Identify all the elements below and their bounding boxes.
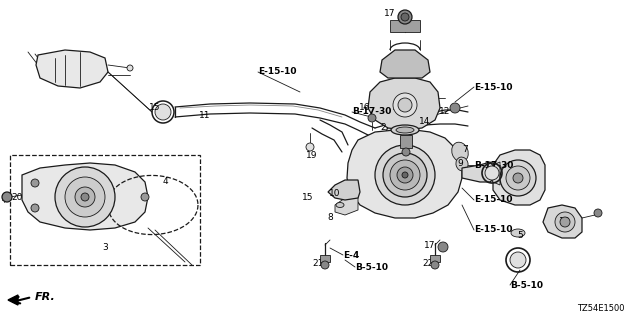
Text: 18: 18: [62, 180, 74, 189]
Circle shape: [65, 177, 105, 217]
Circle shape: [594, 209, 602, 217]
Circle shape: [306, 143, 314, 151]
Text: B-17-30: B-17-30: [352, 108, 392, 116]
Circle shape: [321, 261, 329, 269]
Circle shape: [402, 172, 408, 178]
Bar: [10, 155, 200, 265]
Text: 4: 4: [162, 178, 168, 187]
Polygon shape: [347, 130, 462, 218]
Text: E-4: E-4: [343, 251, 359, 260]
Circle shape: [31, 204, 39, 212]
Circle shape: [375, 145, 435, 205]
Ellipse shape: [511, 229, 525, 237]
Text: 12: 12: [439, 108, 451, 116]
Text: FR.: FR.: [35, 292, 56, 302]
Text: 17: 17: [424, 241, 436, 250]
Polygon shape: [368, 78, 440, 130]
Polygon shape: [328, 180, 360, 200]
Text: 8: 8: [327, 213, 333, 222]
Text: 3: 3: [102, 244, 108, 252]
Circle shape: [155, 104, 171, 120]
Text: B-5-10: B-5-10: [355, 262, 388, 271]
Polygon shape: [390, 20, 420, 32]
Ellipse shape: [391, 125, 419, 135]
Circle shape: [500, 160, 536, 196]
Text: 19: 19: [307, 150, 317, 159]
Text: 21: 21: [312, 259, 324, 268]
Circle shape: [398, 10, 412, 24]
Text: E-15-10: E-15-10: [474, 226, 513, 235]
Text: 22: 22: [422, 259, 434, 268]
Text: TZ54E1500: TZ54E1500: [577, 304, 625, 313]
Ellipse shape: [452, 142, 468, 162]
Circle shape: [127, 65, 133, 71]
Polygon shape: [490, 162, 500, 185]
Circle shape: [383, 153, 427, 197]
Text: 15: 15: [149, 103, 161, 113]
Circle shape: [31, 179, 39, 187]
Circle shape: [390, 160, 420, 190]
Polygon shape: [22, 163, 148, 230]
Polygon shape: [36, 50, 108, 88]
Text: 6: 6: [517, 259, 523, 268]
Polygon shape: [543, 205, 582, 238]
Ellipse shape: [456, 157, 468, 171]
Circle shape: [555, 212, 575, 232]
Text: 5: 5: [517, 230, 523, 239]
Circle shape: [368, 114, 376, 122]
Text: 20: 20: [12, 193, 22, 202]
Text: B-5-10: B-5-10: [510, 281, 543, 290]
Polygon shape: [400, 135, 412, 148]
Text: 14: 14: [419, 117, 431, 126]
Text: 13: 13: [559, 218, 571, 227]
Polygon shape: [430, 255, 440, 262]
Circle shape: [513, 173, 523, 183]
Ellipse shape: [396, 127, 414, 133]
Circle shape: [401, 13, 409, 21]
Circle shape: [438, 242, 448, 252]
Text: B-17-30: B-17-30: [474, 161, 513, 170]
Ellipse shape: [336, 203, 344, 207]
Circle shape: [393, 93, 417, 117]
Text: 2: 2: [380, 124, 386, 132]
Text: 17: 17: [384, 10, 396, 19]
Polygon shape: [320, 255, 330, 262]
Text: E-15-10: E-15-10: [474, 83, 513, 92]
Polygon shape: [8, 295, 18, 305]
Text: E-15-10: E-15-10: [258, 68, 296, 76]
Circle shape: [560, 217, 570, 227]
Polygon shape: [493, 150, 545, 205]
Circle shape: [81, 193, 89, 201]
Circle shape: [402, 148, 410, 156]
Circle shape: [450, 103, 460, 113]
Circle shape: [510, 252, 526, 268]
Polygon shape: [335, 195, 358, 215]
Text: 18: 18: [69, 207, 81, 217]
Circle shape: [2, 192, 12, 202]
Circle shape: [485, 166, 499, 180]
Text: 7: 7: [462, 146, 468, 155]
Circle shape: [506, 166, 530, 190]
Circle shape: [141, 193, 149, 201]
Circle shape: [431, 261, 439, 269]
Text: 10: 10: [329, 188, 340, 197]
Circle shape: [386, 125, 402, 141]
Circle shape: [397, 167, 413, 183]
Polygon shape: [462, 162, 495, 182]
Text: 16: 16: [359, 102, 371, 111]
Text: 11: 11: [199, 110, 211, 119]
Circle shape: [398, 98, 412, 112]
Circle shape: [75, 187, 95, 207]
Circle shape: [55, 167, 115, 227]
Polygon shape: [380, 50, 430, 78]
Text: 9: 9: [457, 158, 463, 167]
Text: 15: 15: [302, 194, 314, 203]
Text: E-15-10: E-15-10: [474, 196, 513, 204]
Text: 1: 1: [392, 103, 398, 113]
